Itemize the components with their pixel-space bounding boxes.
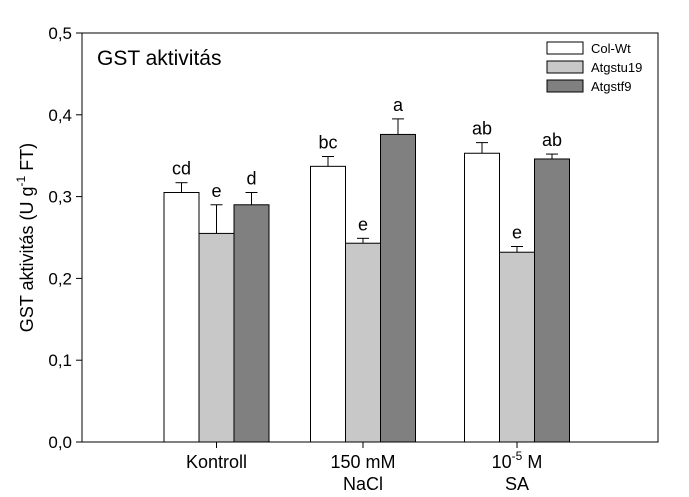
x-tick-label: SA — [505, 474, 529, 494]
x-tick-label: 150 mM — [330, 452, 395, 472]
legend-label: Atgstu19 — [591, 60, 642, 75]
y-tick-label: 0,2 — [48, 269, 72, 288]
significance-label: cd — [172, 159, 191, 179]
y-axis-label: GST aktivitás (U g-1 FT) — [14, 143, 37, 332]
bar — [380, 133, 416, 443]
bar — [163, 192, 200, 443]
y-tick-label: 0,3 — [48, 188, 72, 207]
axes-layer: 0,0 0,1 0,2 0,3 0,4 0,5 GST aktivitás (U g-1 F… — [14, 24, 659, 494]
x-tick-label: NaCl — [343, 474, 383, 494]
bar — [310, 165, 346, 443]
significance-label: ab — [542, 130, 562, 150]
significance-label: e — [358, 214, 368, 234]
plot-frame — [81, 32, 659, 443]
chart-title: GST aktivitás — [97, 47, 221, 70]
significance-label: bc — [318, 133, 337, 153]
y-tick-label: 0,0 — [48, 433, 72, 452]
bar — [499, 251, 535, 443]
x-tick-label: Kontroll — [186, 452, 247, 472]
significance-label: d — [246, 169, 256, 189]
bar — [233, 204, 270, 443]
bar — [534, 158, 570, 443]
significance-label: e — [512, 222, 522, 242]
legend-label: Atgstf9 — [591, 79, 631, 94]
y-tick-label: 0,4 — [48, 106, 72, 125]
significance-label: a — [393, 95, 404, 115]
legend-swatch — [546, 60, 584, 74]
bar — [345, 242, 381, 443]
legend-swatch — [546, 79, 584, 93]
legend-label: Col-Wt — [591, 41, 631, 56]
x-tick-label: 10-5 M — [492, 449, 543, 472]
legend: Col-Wt Atgstu19 Atgstf9 — [546, 41, 642, 94]
significance-label: e — [211, 181, 221, 201]
significance-label: ab — [472, 119, 492, 139]
legend-swatch — [546, 41, 584, 55]
bar — [464, 152, 500, 443]
bar — [198, 232, 235, 443]
y-tick-label: 0,1 — [48, 351, 72, 370]
y-tick-label: 0,5 — [48, 24, 72, 43]
